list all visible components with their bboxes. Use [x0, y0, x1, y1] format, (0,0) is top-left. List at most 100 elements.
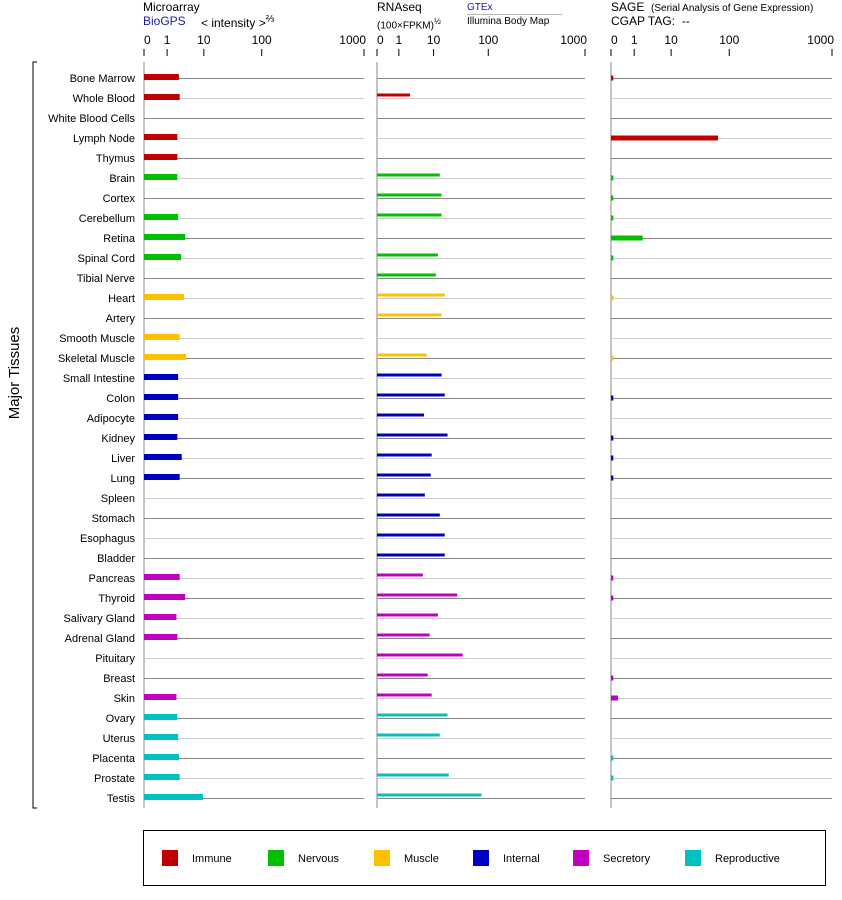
sage-title: SAGE (Serial Analysis of Gene Expression… [611, 0, 813, 14]
bar-microarray-pancreas [144, 574, 180, 580]
bar-microarray-whole-blood [144, 94, 180, 100]
bar-microarray-testis [144, 794, 203, 800]
bar-sage-bone-marrow [611, 75, 614, 81]
bar-rnaseq-testis [377, 793, 482, 797]
tissue-label: Lymph Node [73, 133, 135, 145]
tick-label: 10 [664, 33, 678, 47]
tissue-label: Ovary [106, 713, 136, 725]
legend-label-muscle: Muscle [404, 853, 439, 865]
bar-rnaseq-colon [377, 393, 445, 397]
tick-label: 1000 [560, 33, 587, 47]
microarray-units-text: < intensity > [201, 16, 266, 30]
legend-label-internal: Internal [503, 853, 540, 865]
bar-sage-retina [611, 235, 643, 241]
bar-rnaseq-tibial-nerve [377, 273, 436, 277]
cgap-tag-label: CGAP TAG: [611, 14, 676, 28]
bar-microarray-brain [144, 174, 178, 180]
bar-microarray-retina [144, 234, 186, 240]
tissue-label: Breast [103, 673, 135, 685]
legend-swatch-nervous [268, 850, 284, 866]
bar-microarray-skin [144, 694, 177, 700]
tissue-label: Skin [114, 693, 135, 705]
bar-rnaseq-adipocyte [377, 413, 424, 417]
tick-label: 1000 [807, 33, 834, 47]
tissue-label: Thymus [96, 153, 136, 165]
tick-label: 100 [478, 33, 498, 47]
bar-sage-colon [611, 395, 614, 401]
bar-sage-spinal-cord [611, 255, 614, 261]
tissue-label: Skeletal Muscle [58, 353, 135, 365]
bar-rnaseq-stomach [377, 513, 440, 517]
tissue-label: Adrenal Gland [65, 633, 135, 645]
bar-microarray-thyroid [144, 594, 186, 600]
bar-rnaseq-whole-blood [377, 93, 411, 97]
bar-microarray-colon [144, 394, 179, 400]
tick-label: 10 [427, 33, 441, 47]
bar-sage-heart [611, 295, 614, 301]
bar-sage-placenta [611, 755, 614, 761]
bar-rnaseq-uterus [377, 733, 440, 737]
bar-microarray-smooth-muscle [144, 334, 180, 340]
tissue-label: Spleen [101, 493, 135, 505]
tick-label: 1 [164, 33, 171, 47]
tick-label: 0 [611, 33, 618, 47]
tick-label: 0 [144, 33, 151, 47]
gtex-link[interactable]: GTEx [467, 2, 562, 15]
tissue-label: Pituitary [95, 653, 135, 665]
bar-sage-pancreas [611, 575, 614, 581]
bar-microarray-heart [144, 294, 185, 300]
y-axis-label: Major Tissues [6, 327, 23, 420]
tissue-label: Small Intestine [63, 373, 135, 385]
bar-sage-lung [611, 475, 614, 481]
tissue-label: Bone Marrow [70, 73, 135, 85]
bar-sage-skin [611, 695, 618, 701]
tissue-label: Whole Blood [73, 93, 135, 105]
bar-microarray-salivary-gland [144, 614, 177, 620]
bar-sage-prostate [611, 775, 614, 781]
tissue-bracket [32, 61, 37, 809]
bar-sage-kidney [611, 435, 614, 441]
bar-microarray-spinal-cord [144, 254, 182, 260]
bar-sage-cerebellum [611, 215, 614, 221]
tissue-label: Placenta [92, 753, 136, 765]
bar-rnaseq-small-intestine [377, 373, 442, 377]
tick-label: 1000 [339, 33, 366, 47]
bar-rnaseq-spinal-cord [377, 253, 438, 257]
sage-subtitle: (Serial Analysis of Gene Expression) [651, 3, 814, 14]
legend-label-immune: Immune [192, 853, 232, 865]
bar-microarray-skeletal-muscle [144, 354, 187, 360]
tissue-label: Cortex [103, 193, 136, 205]
bar-microarray-ovary [144, 714, 178, 720]
bar-microarray-kidney [144, 434, 178, 440]
bar-rnaseq-bladder [377, 553, 445, 557]
tick-label: 10 [197, 33, 211, 47]
bar-rnaseq-liver [377, 453, 432, 457]
illumina-body-map-label: Illumina Body Map [467, 16, 550, 27]
bar-sage-thyroid [611, 595, 614, 601]
tissue-label: Artery [106, 313, 136, 325]
bar-rnaseq-cerebellum [377, 213, 442, 217]
rnaseq-units-exp: ½ [433, 16, 441, 26]
bar-rnaseq-brain [377, 173, 440, 177]
legend-label-reproductive: Reproductive [715, 853, 780, 865]
legend-swatch-immune [162, 850, 178, 866]
tissue-label: Tibial Nerve [77, 273, 135, 285]
bar-rnaseq-spleen [377, 493, 425, 497]
tissue-label: Thyroid [98, 593, 135, 605]
legend-swatch-internal [473, 850, 489, 866]
biogps-link[interactable]: BioGPS [143, 14, 186, 28]
bar-rnaseq-ovary [377, 713, 448, 717]
sage-title-text: SAGE [611, 0, 645, 14]
bar-microarray-lung [144, 474, 180, 480]
bar-sage-lymph-node [611, 135, 718, 141]
tissue-label: Stomach [92, 513, 135, 525]
microarray-title: Microarray [143, 0, 200, 14]
bar-rnaseq-heart [377, 293, 445, 297]
tissue-label: Adipocyte [87, 413, 135, 425]
tissue-label: Cerebellum [79, 213, 135, 225]
tissue-label: Salivary Gland [63, 613, 135, 625]
legend-swatch-reproductive [685, 850, 701, 866]
tick-label: 100 [252, 33, 272, 47]
bar-rnaseq-thyroid [377, 593, 458, 597]
bar-rnaseq-cortex [377, 193, 442, 197]
